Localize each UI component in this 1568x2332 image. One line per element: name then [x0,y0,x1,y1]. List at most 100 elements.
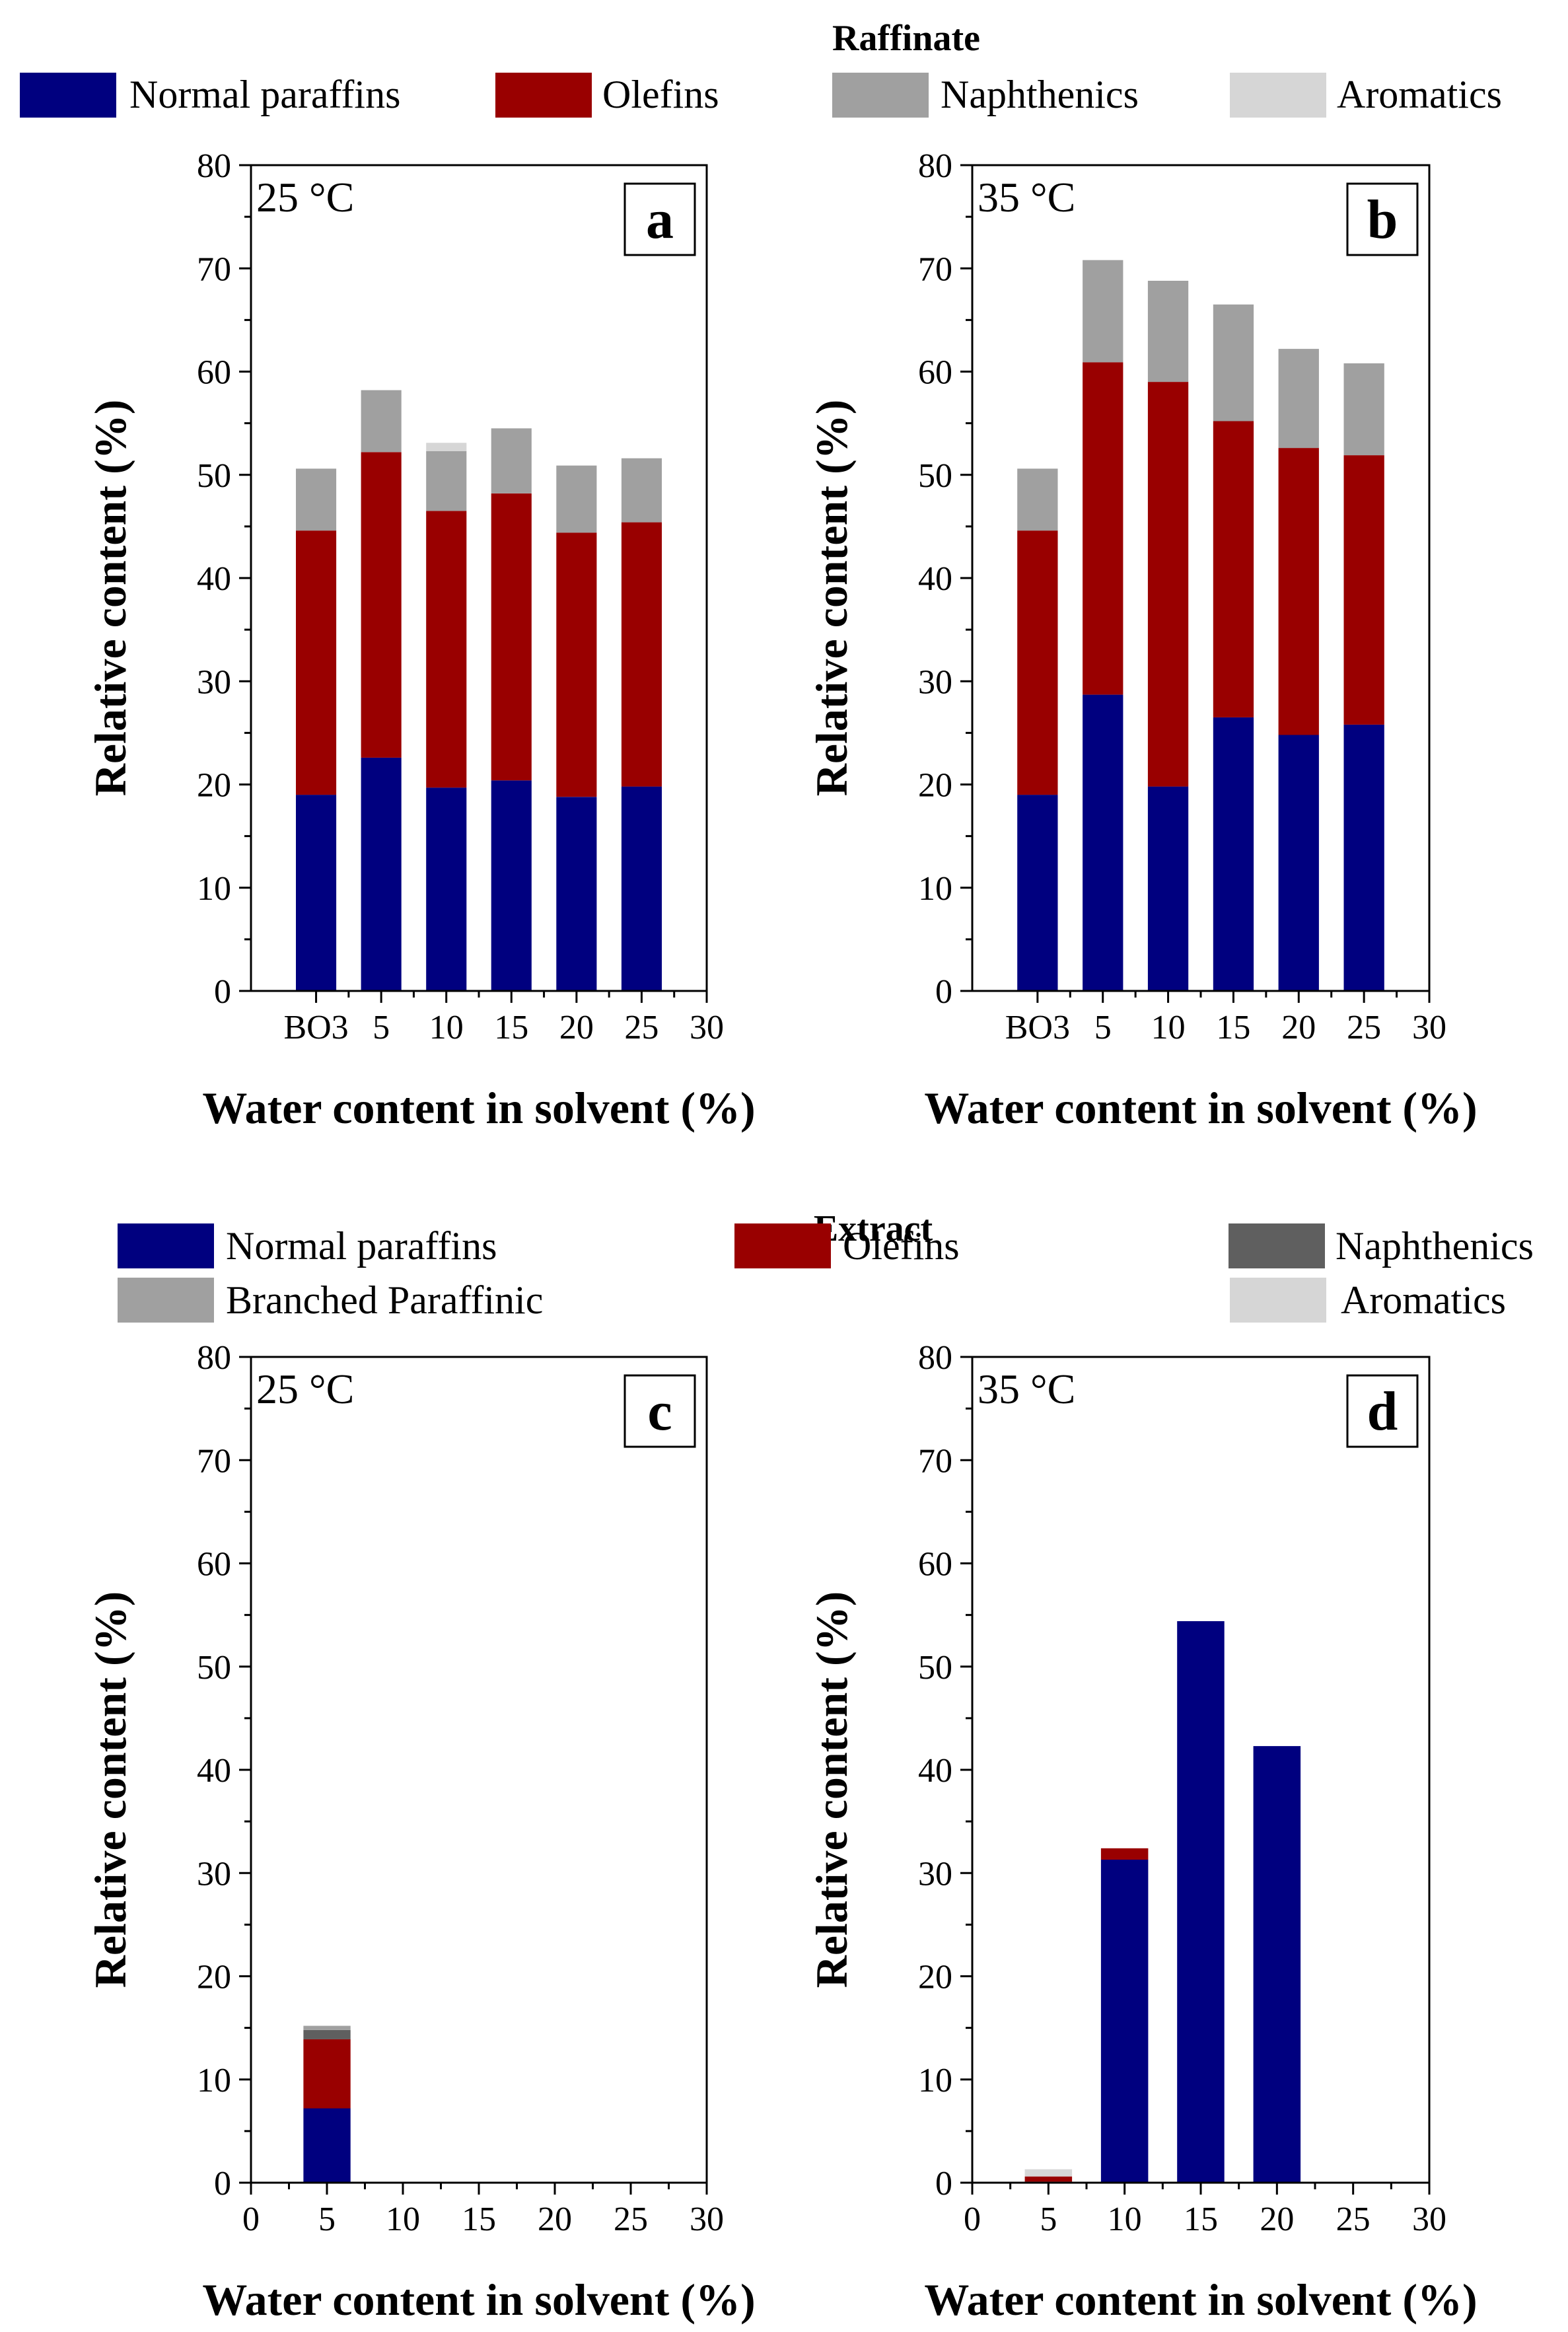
y-tick-label: 60 [197,1546,231,1584]
panel-letter-box [624,1374,696,1448]
bar-normal-paraffins-x20 [1253,1746,1301,2183]
panel-letter-box [1346,1374,1419,1448]
y-tick-label: 40 [197,1752,231,1790]
bar-olefins-x10 [1100,1848,1149,1860]
y-tick-label: 40 [918,1752,952,1790]
y-tick-label: 0 [935,973,952,1011]
y-tick-label: 0 [935,2165,952,2203]
y-axis-label: Relative content (%) [806,400,857,796]
bar-branched-paraffinic-x5 [303,2025,351,2030]
x-tick-label: 0 [964,2201,981,2238]
y-tick-label: 50 [197,457,231,495]
bar-olefins-x15 [1213,421,1254,717]
chart-panel-b: 0 10 20 30 40 50 60 70 80 BO3 5 10 15 20 25 30 Water con… [806,147,1478,1133]
legend-label-olefins: Olefins [843,1224,960,1268]
y-tick-label: 80 [918,1339,952,1377]
x-tick-label: 30 [690,1009,724,1046]
extract-legend: Normal paraffins Branched Paraffinic Ole… [118,1223,1534,1323]
bar-normal-paraffins-x15 [491,780,532,992]
legend-label-olefins: Olefins [602,73,719,116]
x-tick-label: 10 [1108,2201,1142,2238]
legend-label-naphthenics: Naphthenics [1336,1224,1534,1268]
bar-normal-paraffins-x25 [621,786,662,991]
y-tick-label: 10 [918,870,952,908]
x-tick-label: 20 [1281,1009,1316,1046]
bar-olefins-x20 [556,532,597,797]
legend-swatch-normal-paraffins [20,73,116,118]
x-tick-label: 5 [373,1009,390,1046]
temperature-label: 35 °C [978,1366,1075,1412]
legend-swatch-olefins [495,73,592,118]
y-tick-label: 50 [197,1649,231,1687]
raffinate-legend: Normal paraffins Olefins Naphthenics Aro… [20,73,1502,118]
x-tick-label: 20 [538,2201,572,2238]
bar-naphthenics-x0 [296,468,337,531]
y-tick-label: 20 [197,767,231,805]
legend-label-aromatics: Aromatics [1341,1278,1506,1322]
x-tick-label: 15 [462,2201,496,2238]
bar-olefins-x20 [1278,448,1319,735]
x-tick-label: 20 [1260,2201,1294,2238]
legend-label-branched-paraffinic: Branched Paraffinic [226,1278,543,1322]
x-tick-label: 5 [318,2201,336,2238]
x-tick-label: 0 [242,2201,260,2238]
y-tick-label: 80 [197,1339,231,1377]
bar-naphthenics-x15 [1213,304,1254,421]
bar-naphthenics-x5 [303,2029,351,2039]
y-tick-label: 10 [197,2062,231,2099]
bar-olefins-x0 [296,530,337,795]
legend-swatch-aromatics [1230,73,1326,118]
bar-normal-paraffins-x25 [1343,724,1384,991]
y-tick-label: 80 [197,147,231,185]
bar-olefins-x0 [1017,530,1058,795]
panel-letter: b [1367,189,1398,250]
x-tick-label: 30 [1412,2201,1446,2238]
legend-swatch-naphthenics [832,73,929,118]
raffinate-title: Raffinate [832,18,980,59]
temperature-label: 25 °C [256,1366,354,1412]
bar-naphthenics-x0 [1017,468,1058,531]
y-tick-label: 70 [197,1442,231,1480]
legend-label-aromatics: Aromatics [1337,73,1502,116]
bar-olefins-x15 [491,493,532,781]
bar-naphthenics-x10 [426,451,467,511]
x-tick-label: 30 [690,2201,724,2238]
x-tick-label: 5 [1094,1009,1112,1046]
bar-olefins-x5 [303,2039,351,2109]
bar-olefins-x5 [361,452,402,758]
y-tick-label: 40 [918,560,952,598]
bar-normal-paraffins-x20 [1278,735,1319,991]
y-tick-label: 30 [197,1855,231,1893]
x-tick-label: 25 [614,2201,648,2238]
x-tick-label: 30 [1412,1009,1446,1046]
bar-olefins-x25 [1343,455,1384,725]
panel-letter-box [624,182,696,256]
bar-olefins-x10 [426,511,467,788]
bar-naphthenics-x20 [556,465,597,533]
bar-naphthenics-x20 [1278,349,1319,449]
x-axis-label: Water content in solvent (%) [924,2275,1477,2325]
y-tick-label: 60 [918,1546,952,1584]
y-tick-label: 70 [918,250,952,288]
panel-letter: d [1367,1381,1398,1442]
y-tick-label: 80 [918,147,952,185]
bar-normal-paraffins-x0 [296,795,337,991]
bar-olefins-x5 [1024,2176,1073,2182]
legend-swatch-olefins [734,1223,831,1268]
bar-normal-paraffins-x10 [1147,786,1189,991]
bar-normal-paraffins-x5 [361,757,402,991]
y-axis-label: Relative content (%) [85,400,135,796]
bar-naphthenics-x5 [1083,260,1123,363]
bar-olefins-x5 [1083,362,1123,695]
chart-panel-c: 0 10 20 30 40 50 60 70 80 0 5 10 15 20 25 30 Water conte… [85,1339,756,2325]
bar-naphthenics-x15 [491,428,532,493]
y-tick-label: 60 [197,354,231,392]
y-tick-label: 70 [197,250,231,288]
y-axis-label: Relative content (%) [85,1591,135,1988]
legend-swatch-naphthenics [1229,1223,1325,1268]
chart-panel-d: 0 10 20 30 40 50 60 70 80 0 5 10 15 20 25 30 Water conte… [806,1339,1478,2325]
bar-normal-paraffins-x15 [1213,717,1254,991]
bar-normal-paraffins-x15 [1177,1621,1225,2183]
